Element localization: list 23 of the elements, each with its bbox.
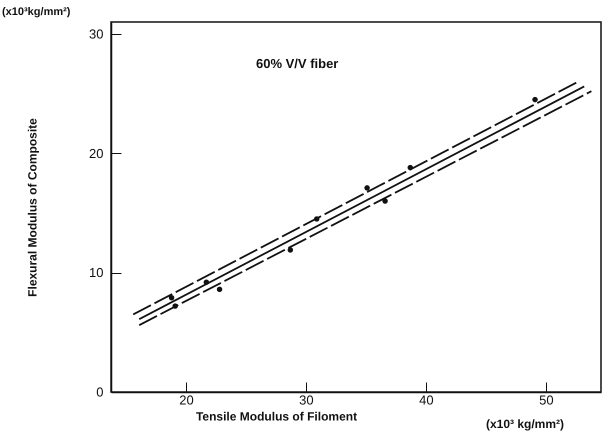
point	[364, 185, 370, 191]
point	[216, 286, 222, 292]
x-axis-title: Tensile Modulus of Filoment	[196, 410, 358, 424]
x-tick-label: 40	[419, 392, 434, 408]
point	[408, 164, 414, 170]
y-tick-label: 30	[89, 26, 104, 42]
text: (x10³ kg/mm²)	[486, 417, 564, 431]
x-tick-label: 30	[299, 392, 314, 408]
text: (x10³kg/mm²)	[2, 6, 71, 18]
point	[382, 198, 388, 204]
point	[288, 247, 294, 253]
y-tick-label: 20	[89, 146, 104, 161]
point	[204, 279, 210, 285]
y-tick-label: 10	[89, 265, 104, 280]
point	[314, 216, 320, 222]
x-tick-label: 20	[179, 392, 194, 408]
point	[532, 96, 538, 102]
point	[172, 303, 178, 309]
x-tick-label: 50	[539, 392, 554, 408]
y-axis-title: Flexural Modulus of Composite	[26, 118, 40, 297]
annotation: 60% V/V fiber	[256, 56, 338, 71]
point	[168, 294, 174, 300]
y-tick-label: 0	[96, 384, 104, 400]
